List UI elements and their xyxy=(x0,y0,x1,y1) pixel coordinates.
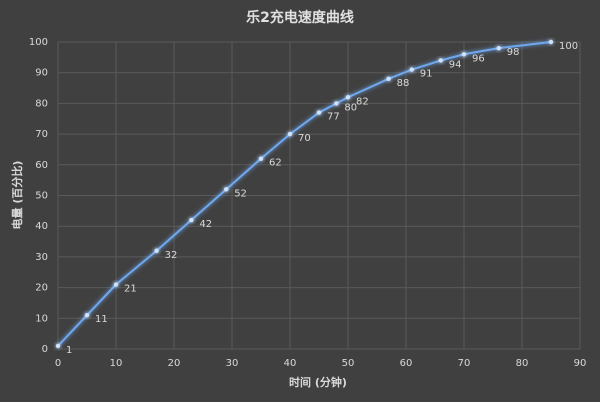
data-label: 94 xyxy=(449,59,462,70)
data-label: 52 xyxy=(234,188,247,199)
x-tick-label: 60 xyxy=(400,358,413,369)
y-tick-label: 40 xyxy=(35,221,48,232)
x-tick-label: 70 xyxy=(458,358,471,369)
point xyxy=(409,67,414,72)
data-label: 77 xyxy=(327,112,340,123)
point xyxy=(496,45,501,51)
point xyxy=(113,282,119,287)
y-tick-label: 90 xyxy=(35,68,48,79)
y-axis-label: 电量 (百分比) xyxy=(10,161,24,230)
data-label: 82 xyxy=(356,96,369,107)
point xyxy=(224,187,229,192)
x-tick-label: 40 xyxy=(284,358,297,369)
data-label: 98 xyxy=(507,47,520,58)
point xyxy=(334,101,339,106)
data-label: 80 xyxy=(344,102,357,113)
data-label: 91 xyxy=(420,69,433,80)
data-label: 100 xyxy=(559,41,578,52)
data-label: 42 xyxy=(199,219,212,230)
data-label: 62 xyxy=(269,158,282,169)
point xyxy=(548,39,554,45)
y-tick-label: 70 xyxy=(35,129,48,140)
data-label: 96 xyxy=(472,53,485,64)
point xyxy=(84,313,90,318)
y-tick-label: 0 xyxy=(42,344,48,355)
point xyxy=(287,131,293,137)
chart-title: 乐2充电速度曲线 xyxy=(246,9,354,26)
y-tick-label: 80 xyxy=(35,98,48,109)
x-tick-label: 20 xyxy=(168,358,181,369)
x-tick-label: 0 xyxy=(55,358,61,369)
point xyxy=(258,156,264,161)
y-tick-label: 100 xyxy=(29,37,48,48)
y-tick-label: 20 xyxy=(35,283,48,294)
y-tick-label: 60 xyxy=(35,160,48,171)
x-tick-label: 50 xyxy=(342,358,355,369)
x-tick-label: 90 xyxy=(574,358,587,369)
point xyxy=(316,110,322,115)
x-axis-label: 时间 (分钟) xyxy=(289,375,347,389)
point xyxy=(154,248,159,253)
point xyxy=(438,58,443,63)
point xyxy=(461,52,467,57)
point xyxy=(386,76,391,82)
data-label: 11 xyxy=(95,314,108,325)
data-label: 21 xyxy=(124,284,137,295)
y-tick-label: 30 xyxy=(35,252,48,263)
data-label: 70 xyxy=(298,133,311,144)
y-tick-label: 10 xyxy=(35,313,48,324)
point xyxy=(55,343,61,349)
x-tick-label: 80 xyxy=(516,358,529,369)
data-label: 88 xyxy=(397,78,410,89)
y-tick-label: 50 xyxy=(35,191,48,202)
x-tick-label: 10 xyxy=(110,358,123,369)
x-tick-label: 30 xyxy=(226,358,239,369)
data-label: 32 xyxy=(165,250,178,261)
point xyxy=(345,95,351,100)
point xyxy=(189,217,194,223)
data-label: 1 xyxy=(66,345,72,356)
